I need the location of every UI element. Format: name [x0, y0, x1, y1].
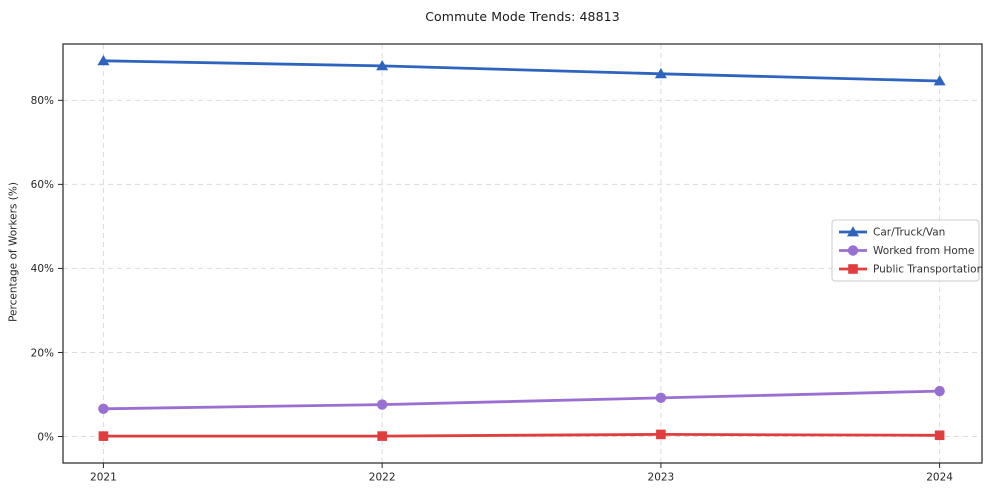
series-line — [102, 389, 941, 411]
y-tick-label: 40% — [31, 263, 54, 275]
x-tick-label: 2023 — [648, 472, 675, 484]
chart-title: Commute Mode Trends: 48813 — [425, 9, 620, 24]
y-tick-label: 60% — [31, 179, 54, 191]
legend-label: Public Transportation — [873, 264, 983, 276]
legend-box — [831, 219, 980, 282]
data-point-marker — [376, 399, 388, 410]
data-point-marker — [97, 55, 110, 66]
data-point-marker — [98, 403, 109, 414]
data-point-marker — [934, 430, 945, 441]
data-point-marker — [934, 385, 945, 397]
legend-marker — [848, 264, 858, 274]
legend-label: Worked from Home — [873, 245, 974, 257]
x-tick-label: 2022 — [369, 472, 396, 484]
series-line — [102, 433, 941, 438]
legend-marker — [847, 226, 859, 237]
data-point-marker — [98, 431, 109, 441]
x-tick-label: 2024 — [926, 472, 953, 484]
legend-label: Car/Truck/Van — [873, 227, 945, 239]
data-point-marker — [655, 392, 667, 404]
y-tick-label: 80% — [31, 95, 54, 107]
series-line — [102, 59, 941, 83]
data-point-marker — [656, 429, 666, 440]
y-tick-label: 20% — [31, 347, 54, 359]
plot-border — [62, 43, 983, 464]
legend-marker — [847, 245, 859, 256]
data-point-marker — [933, 75, 946, 86]
data-point-marker — [377, 431, 387, 441]
data-point-marker — [376, 60, 389, 71]
x-tick-label: 2021 — [90, 472, 117, 484]
y-tick-label: 0% — [37, 431, 54, 443]
data-point-marker — [654, 68, 667, 79]
